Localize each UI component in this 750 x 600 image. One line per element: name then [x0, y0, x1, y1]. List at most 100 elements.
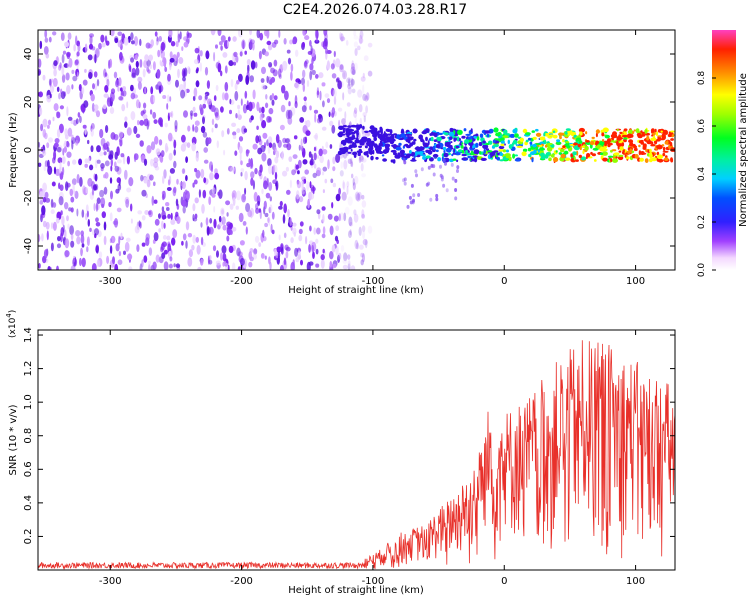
noise-blob [123, 37, 129, 46]
noise-blob [346, 102, 351, 107]
signal-blob [548, 134, 555, 137]
signal-blob [516, 145, 523, 148]
noise-blob [339, 63, 344, 73]
noise-blob [185, 240, 188, 249]
spectrogram-xtick-label: -100 [362, 276, 385, 287]
noise-blob [329, 225, 334, 236]
signal-blob [641, 133, 646, 137]
noise-blob [305, 236, 308, 245]
noise-blob [192, 203, 196, 212]
noise-blob [348, 78, 351, 87]
signal-blob [350, 148, 353, 152]
noise-blob [149, 109, 153, 115]
noise-blob [226, 235, 230, 242]
noise-blob [130, 111, 136, 121]
noise-blob [109, 245, 113, 254]
noise-blob [327, 159, 330, 170]
noise-blob [347, 263, 351, 270]
noise-blob [102, 104, 107, 110]
noise-blob [120, 153, 125, 158]
noise-blob [93, 71, 98, 78]
signal-blob [527, 137, 532, 141]
noise-blob [96, 145, 101, 153]
signal-blob [456, 165, 460, 170]
noise-blob [244, 170, 248, 181]
noise-blob [342, 92, 345, 101]
noise-blob [354, 175, 359, 185]
noise-blob [221, 216, 226, 226]
noise-blob [217, 30, 222, 37]
noise-blob [233, 166, 236, 175]
noise-blob [279, 200, 283, 207]
signal-blob [396, 154, 401, 159]
noise-blob [301, 77, 305, 86]
signal-blob [447, 144, 453, 149]
signal-blob [451, 176, 455, 181]
noise-blob [173, 160, 177, 169]
signal-blob [500, 143, 505, 147]
noise-blob [199, 62, 202, 72]
noise-blob [117, 86, 120, 92]
noise-blob [290, 63, 294, 72]
noise-blob [214, 107, 219, 117]
noise-blob [181, 46, 184, 51]
noise-blob [221, 245, 227, 254]
noise-blob [168, 263, 173, 269]
noise-blob [61, 156, 66, 165]
noise-blob [286, 189, 291, 195]
signal-blob [470, 157, 473, 161]
noise-blob [347, 254, 351, 260]
noise-blob [87, 54, 93, 61]
noise-blob [76, 236, 81, 245]
noise-blob [313, 152, 317, 161]
noise-blob [208, 255, 212, 261]
noise-blob [131, 40, 135, 45]
signal-blob [380, 127, 383, 134]
noise-blob [273, 146, 277, 153]
noise-blob [242, 221, 247, 226]
signal-blob [411, 141, 416, 145]
noise-blob [66, 151, 72, 158]
noise-blob [119, 51, 123, 61]
noise-blob [308, 244, 311, 253]
noise-blob [98, 42, 102, 50]
noise-blob [99, 189, 105, 198]
noise-blob [110, 158, 114, 167]
noise-blob [319, 90, 322, 101]
noise-blob [239, 51, 243, 57]
signal-blob [485, 143, 490, 146]
noise-blob [290, 71, 293, 81]
noise-blob [126, 101, 129, 109]
signal-blob [402, 157, 406, 162]
noise-blob [195, 236, 199, 243]
noise-blob [357, 191, 362, 201]
noise-blob [328, 111, 331, 118]
noise-blob [183, 110, 188, 118]
noise-blob [363, 55, 369, 62]
noise-blob [153, 157, 159, 164]
signal-blob [463, 128, 467, 132]
noise-blob [325, 48, 329, 55]
noise-blob [297, 250, 301, 258]
signal-blob [442, 158, 446, 163]
noise-blob [222, 253, 227, 262]
signal-blob [512, 153, 516, 159]
noise-blob [121, 103, 126, 112]
noise-blob [194, 125, 199, 133]
signal-blob [575, 159, 579, 162]
noise-blob [70, 207, 74, 213]
noise-blob [203, 159, 209, 164]
noise-blob [241, 39, 246, 50]
signal-blob [550, 154, 555, 158]
noise-blob [58, 166, 62, 174]
signal-blob [528, 153, 532, 158]
signal-blob [409, 150, 412, 154]
signal-blob [470, 144, 473, 149]
signal-blob [433, 139, 438, 143]
signal-blob [580, 156, 587, 161]
noise-blob [262, 85, 268, 90]
signal-blob [342, 125, 347, 128]
